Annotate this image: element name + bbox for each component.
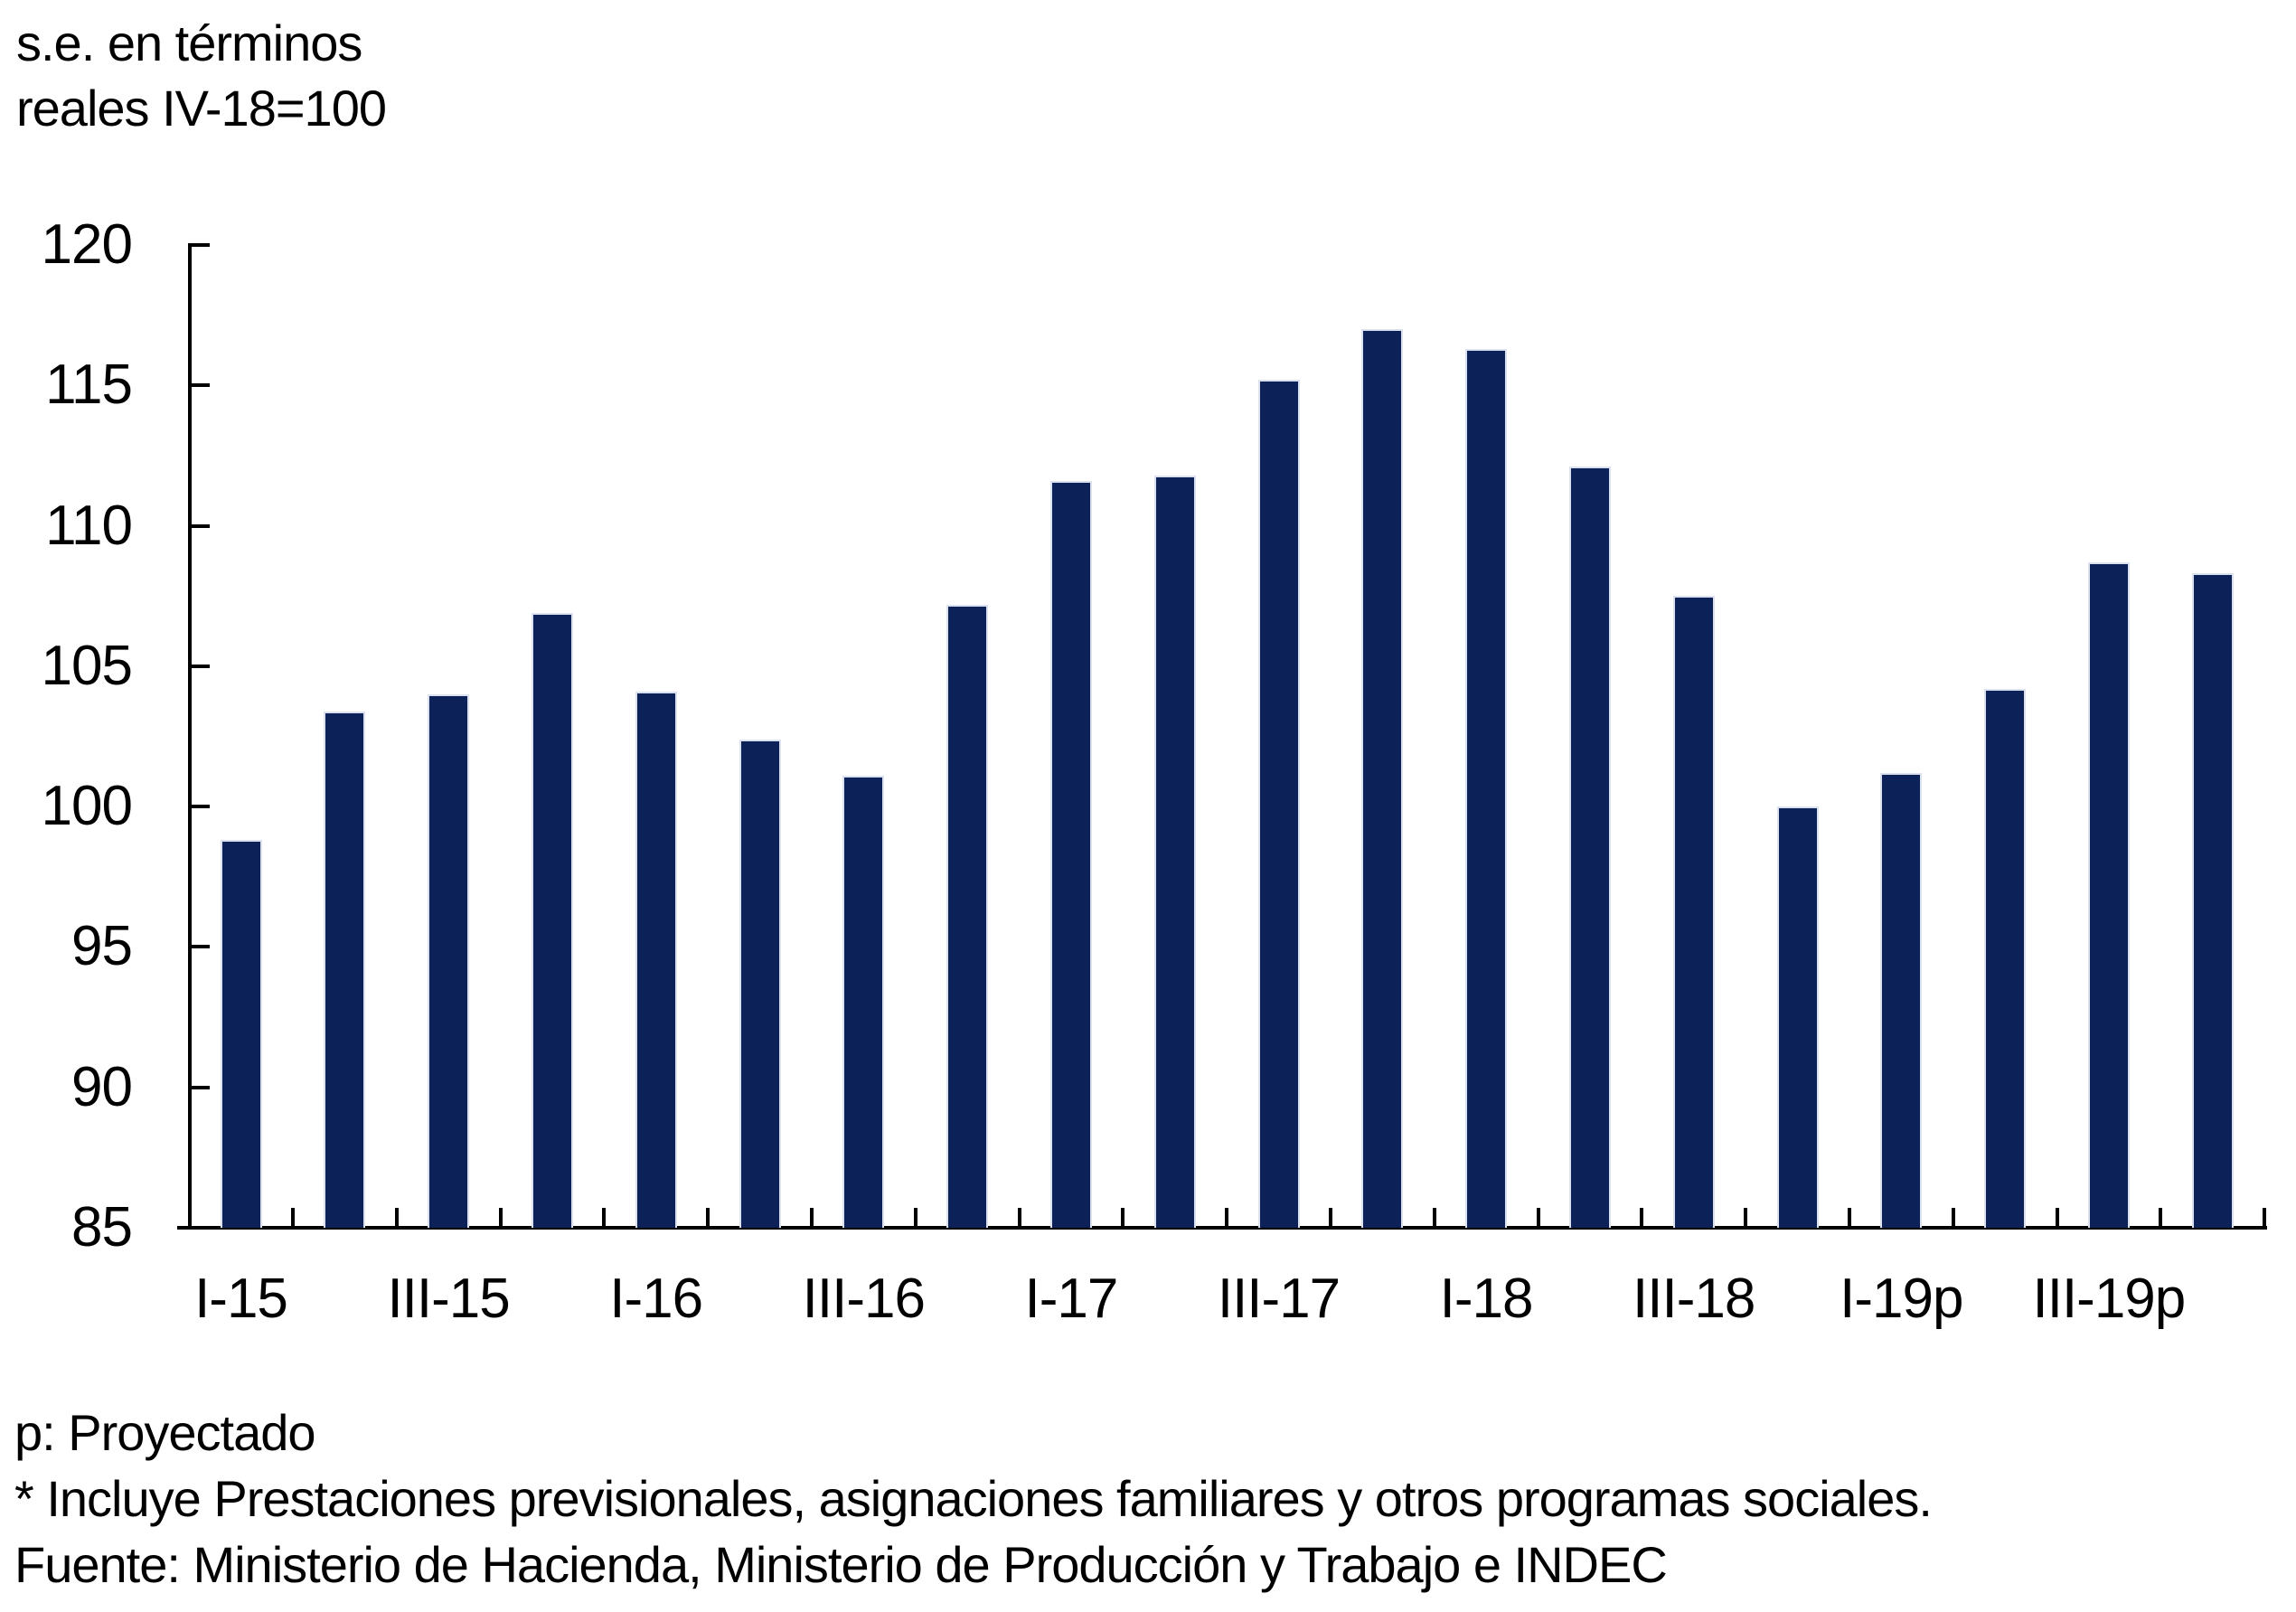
y-axis-tick <box>188 243 210 247</box>
y-axis-tick <box>188 1226 210 1230</box>
x-axis-tick <box>394 1208 399 1228</box>
y-axis-tick <box>188 523 210 528</box>
x-axis-tick <box>1951 1208 1955 1228</box>
x-tick-label: I-17 <box>1024 1268 1118 1330</box>
bar-III-16 <box>842 775 885 1228</box>
bar-II-15 <box>324 711 366 1228</box>
y-axis-tick <box>188 805 210 809</box>
x-axis-tick <box>1536 1208 1540 1228</box>
y-tick-label: 90 <box>71 1055 133 1118</box>
x-tick-label: I-19p <box>1840 1268 1963 1330</box>
chart-footnotes: p: Proyectado * Incluye Prestaciones pre… <box>14 1404 1933 1593</box>
x-tick-label: I-16 <box>609 1268 703 1330</box>
x-axis-tick <box>1121 1208 1125 1228</box>
chart-title: s.e. en términos reales IV-18=100 <box>16 14 387 137</box>
y-axis-tick <box>188 1085 210 1089</box>
x-axis-tick <box>290 1208 295 1228</box>
y-axis-tick <box>188 945 210 949</box>
bar-IV-15 <box>531 612 573 1228</box>
bar-III-18 <box>1672 596 1715 1228</box>
bar-I-17 <box>1049 480 1092 1228</box>
bar-III-15 <box>428 693 470 1228</box>
x-axis-tick <box>1017 1208 1021 1228</box>
x-axis-tick <box>602 1208 607 1228</box>
y-tick-label: 110 <box>45 494 133 557</box>
x-axis-tick <box>706 1208 710 1228</box>
bar-II-16 <box>739 739 781 1228</box>
y-axis-tick <box>188 383 210 388</box>
bar-III-17 <box>1257 380 1300 1228</box>
x-axis-tick <box>498 1208 503 1228</box>
bar-III-19p <box>2087 561 2130 1228</box>
x-tick-label: III-15 <box>387 1268 510 1330</box>
y-tick-label: 100 <box>41 775 133 838</box>
bar-IV-17 <box>1361 329 1404 1228</box>
x-axis-tick <box>1640 1208 1644 1228</box>
x-axis-tick <box>1847 1208 1851 1228</box>
bar-II-19p <box>1984 688 2027 1228</box>
x-tick-label: III-19p <box>2032 1268 2187 1330</box>
bar-IV-16 <box>946 604 989 1228</box>
x-axis-tick <box>1225 1208 1229 1228</box>
bar-I-16 <box>635 691 677 1228</box>
bar-IV-19p <box>2191 573 2234 1228</box>
y-tick-label: 115 <box>45 354 133 417</box>
bar-IV-18 <box>1776 806 1819 1228</box>
y-tick-label: 120 <box>41 213 133 276</box>
bar-II-18 <box>1568 467 1611 1228</box>
x-tick-label: I-18 <box>1439 1268 1534 1330</box>
y-tick-label: 95 <box>71 915 133 978</box>
x-axis-tick <box>1432 1208 1436 1228</box>
x-axis-tick <box>2263 1208 2267 1228</box>
bar-I-19p <box>1880 772 1923 1228</box>
y-axis-line <box>188 243 192 1230</box>
x-tick-label: I-15 <box>194 1268 288 1330</box>
y-tick-label: 105 <box>41 634 133 697</box>
x-axis-tick <box>2055 1208 2059 1228</box>
x-tick-label: III-17 <box>1217 1268 1341 1330</box>
bar-I-15 <box>220 840 262 1228</box>
x-axis-line <box>177 1226 2267 1230</box>
x-axis-tick <box>809 1208 814 1228</box>
x-axis-tick <box>1744 1208 1748 1228</box>
bar-II-17 <box>1153 475 1196 1228</box>
x-axis-tick <box>913 1208 917 1228</box>
x-tick-label: III-18 <box>1633 1268 1755 1330</box>
x-axis-tick <box>1328 1208 1332 1228</box>
x-tick-label: III-16 <box>802 1268 926 1330</box>
y-tick-label: 85 <box>71 1196 133 1258</box>
x-axis-tick <box>2159 1208 2163 1228</box>
bar-I-18 <box>1465 348 1508 1228</box>
y-axis-tick <box>188 664 210 668</box>
